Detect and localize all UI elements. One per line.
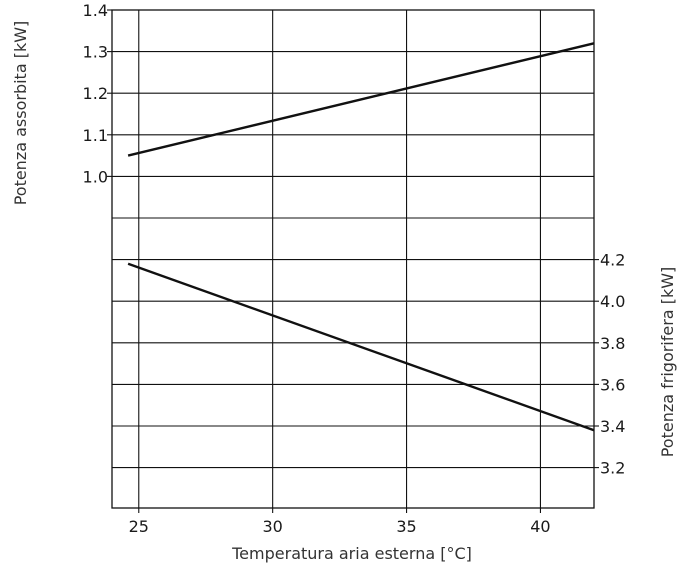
x-axis: 25 30 35 40 <box>129 508 551 536</box>
left-tick-label: 1.1 <box>83 126 108 145</box>
plot-frame <box>111 9 595 509</box>
left-tick-label: 1.4 <box>83 1 108 20</box>
right-tick-label: 3.6 <box>600 375 625 394</box>
right-tick-label: 4.2 <box>600 251 625 270</box>
x-axis-label: Temperatura aria esterna [°C] <box>231 544 472 563</box>
right-axis: 4.2 4.0 3.8 3.6 3.4 3.2 <box>594 251 625 478</box>
left-axis: 1.4 1.3 1.2 1.1 1.0 <box>83 1 112 186</box>
x-tick-label: 35 <box>396 517 416 536</box>
left-tick-label: 1.0 <box>83 167 108 186</box>
right-axis-label: Potenza frigorifera [kW] <box>658 267 677 458</box>
series-line-right <box>127 262 595 432</box>
series-line-left <box>127 42 595 157</box>
x-tick-label: 40 <box>530 517 550 536</box>
right-tick-label: 3.8 <box>600 334 625 353</box>
series-lines <box>127 42 595 432</box>
grid <box>112 10 594 508</box>
right-tick-label: 4.0 <box>600 292 625 311</box>
x-tick-label: 25 <box>129 517 149 536</box>
left-axis-label: Potenza assorbita [kW] <box>11 21 30 206</box>
right-tick-label: 3.4 <box>600 417 625 436</box>
left-tick-label: 1.2 <box>83 84 108 103</box>
left-tick-label: 1.3 <box>83 43 108 62</box>
right-tick-label: 3.2 <box>600 459 625 478</box>
x-tick-label: 30 <box>262 517 282 536</box>
